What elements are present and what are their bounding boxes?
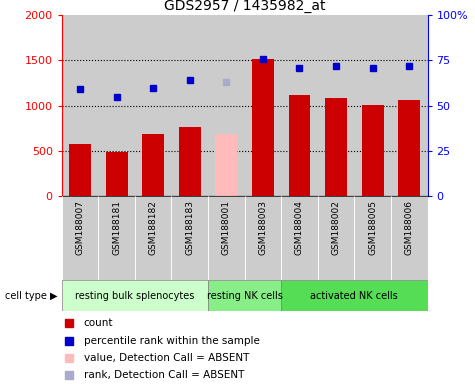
Bar	[208, 196, 245, 280]
Bar	[171, 196, 208, 280]
Text: GSM188182: GSM188182	[149, 200, 158, 255]
Bar	[354, 15, 391, 196]
Bar	[398, 100, 420, 196]
Bar	[354, 196, 391, 280]
Title: GDS2957 / 1435982_at: GDS2957 / 1435982_at	[164, 0, 325, 13]
Bar	[208, 280, 281, 311]
Bar	[135, 196, 171, 280]
Text: rank, Detection Call = ABSENT: rank, Detection Call = ABSENT	[84, 370, 244, 380]
Bar	[288, 95, 311, 196]
Text: GSM188006: GSM188006	[405, 200, 414, 255]
Bar	[179, 127, 201, 196]
Text: value, Detection Call = ABSENT: value, Detection Call = ABSENT	[84, 353, 249, 363]
Text: activated NK cells: activated NK cells	[311, 291, 398, 301]
Text: cell type: cell type	[5, 291, 47, 301]
Bar	[215, 134, 238, 196]
Bar	[252, 59, 274, 196]
Bar	[69, 144, 91, 196]
Text: GSM188002: GSM188002	[332, 200, 341, 255]
Bar	[281, 196, 318, 280]
Bar	[245, 15, 281, 196]
Bar	[208, 15, 245, 196]
Bar	[325, 98, 347, 196]
Bar	[245, 196, 281, 280]
Bar	[135, 15, 171, 196]
Bar	[98, 196, 135, 280]
Bar	[62, 15, 98, 196]
Text: GSM188183: GSM188183	[185, 200, 194, 255]
Text: resting bulk splenocytes: resting bulk splenocytes	[75, 291, 195, 301]
Bar	[142, 134, 164, 196]
Text: resting NK cells: resting NK cells	[207, 291, 283, 301]
Text: GSM188005: GSM188005	[368, 200, 377, 255]
Bar	[105, 152, 128, 196]
Bar	[391, 196, 428, 280]
Bar	[318, 196, 354, 280]
Text: GSM188004: GSM188004	[295, 200, 304, 255]
Text: GSM188181: GSM188181	[112, 200, 121, 255]
Bar	[171, 15, 208, 196]
Bar	[98, 15, 135, 196]
Bar	[62, 196, 98, 280]
Bar	[361, 105, 384, 196]
Bar	[391, 15, 428, 196]
Bar	[281, 280, 428, 311]
Text: percentile rank within the sample: percentile rank within the sample	[84, 336, 259, 346]
Text: count: count	[84, 318, 113, 328]
Bar	[281, 15, 318, 196]
Bar	[318, 15, 354, 196]
Bar	[62, 280, 208, 311]
Text: ▶: ▶	[49, 291, 57, 301]
Text: GSM188001: GSM188001	[222, 200, 231, 255]
Text: GSM188007: GSM188007	[76, 200, 85, 255]
Text: GSM188003: GSM188003	[258, 200, 267, 255]
